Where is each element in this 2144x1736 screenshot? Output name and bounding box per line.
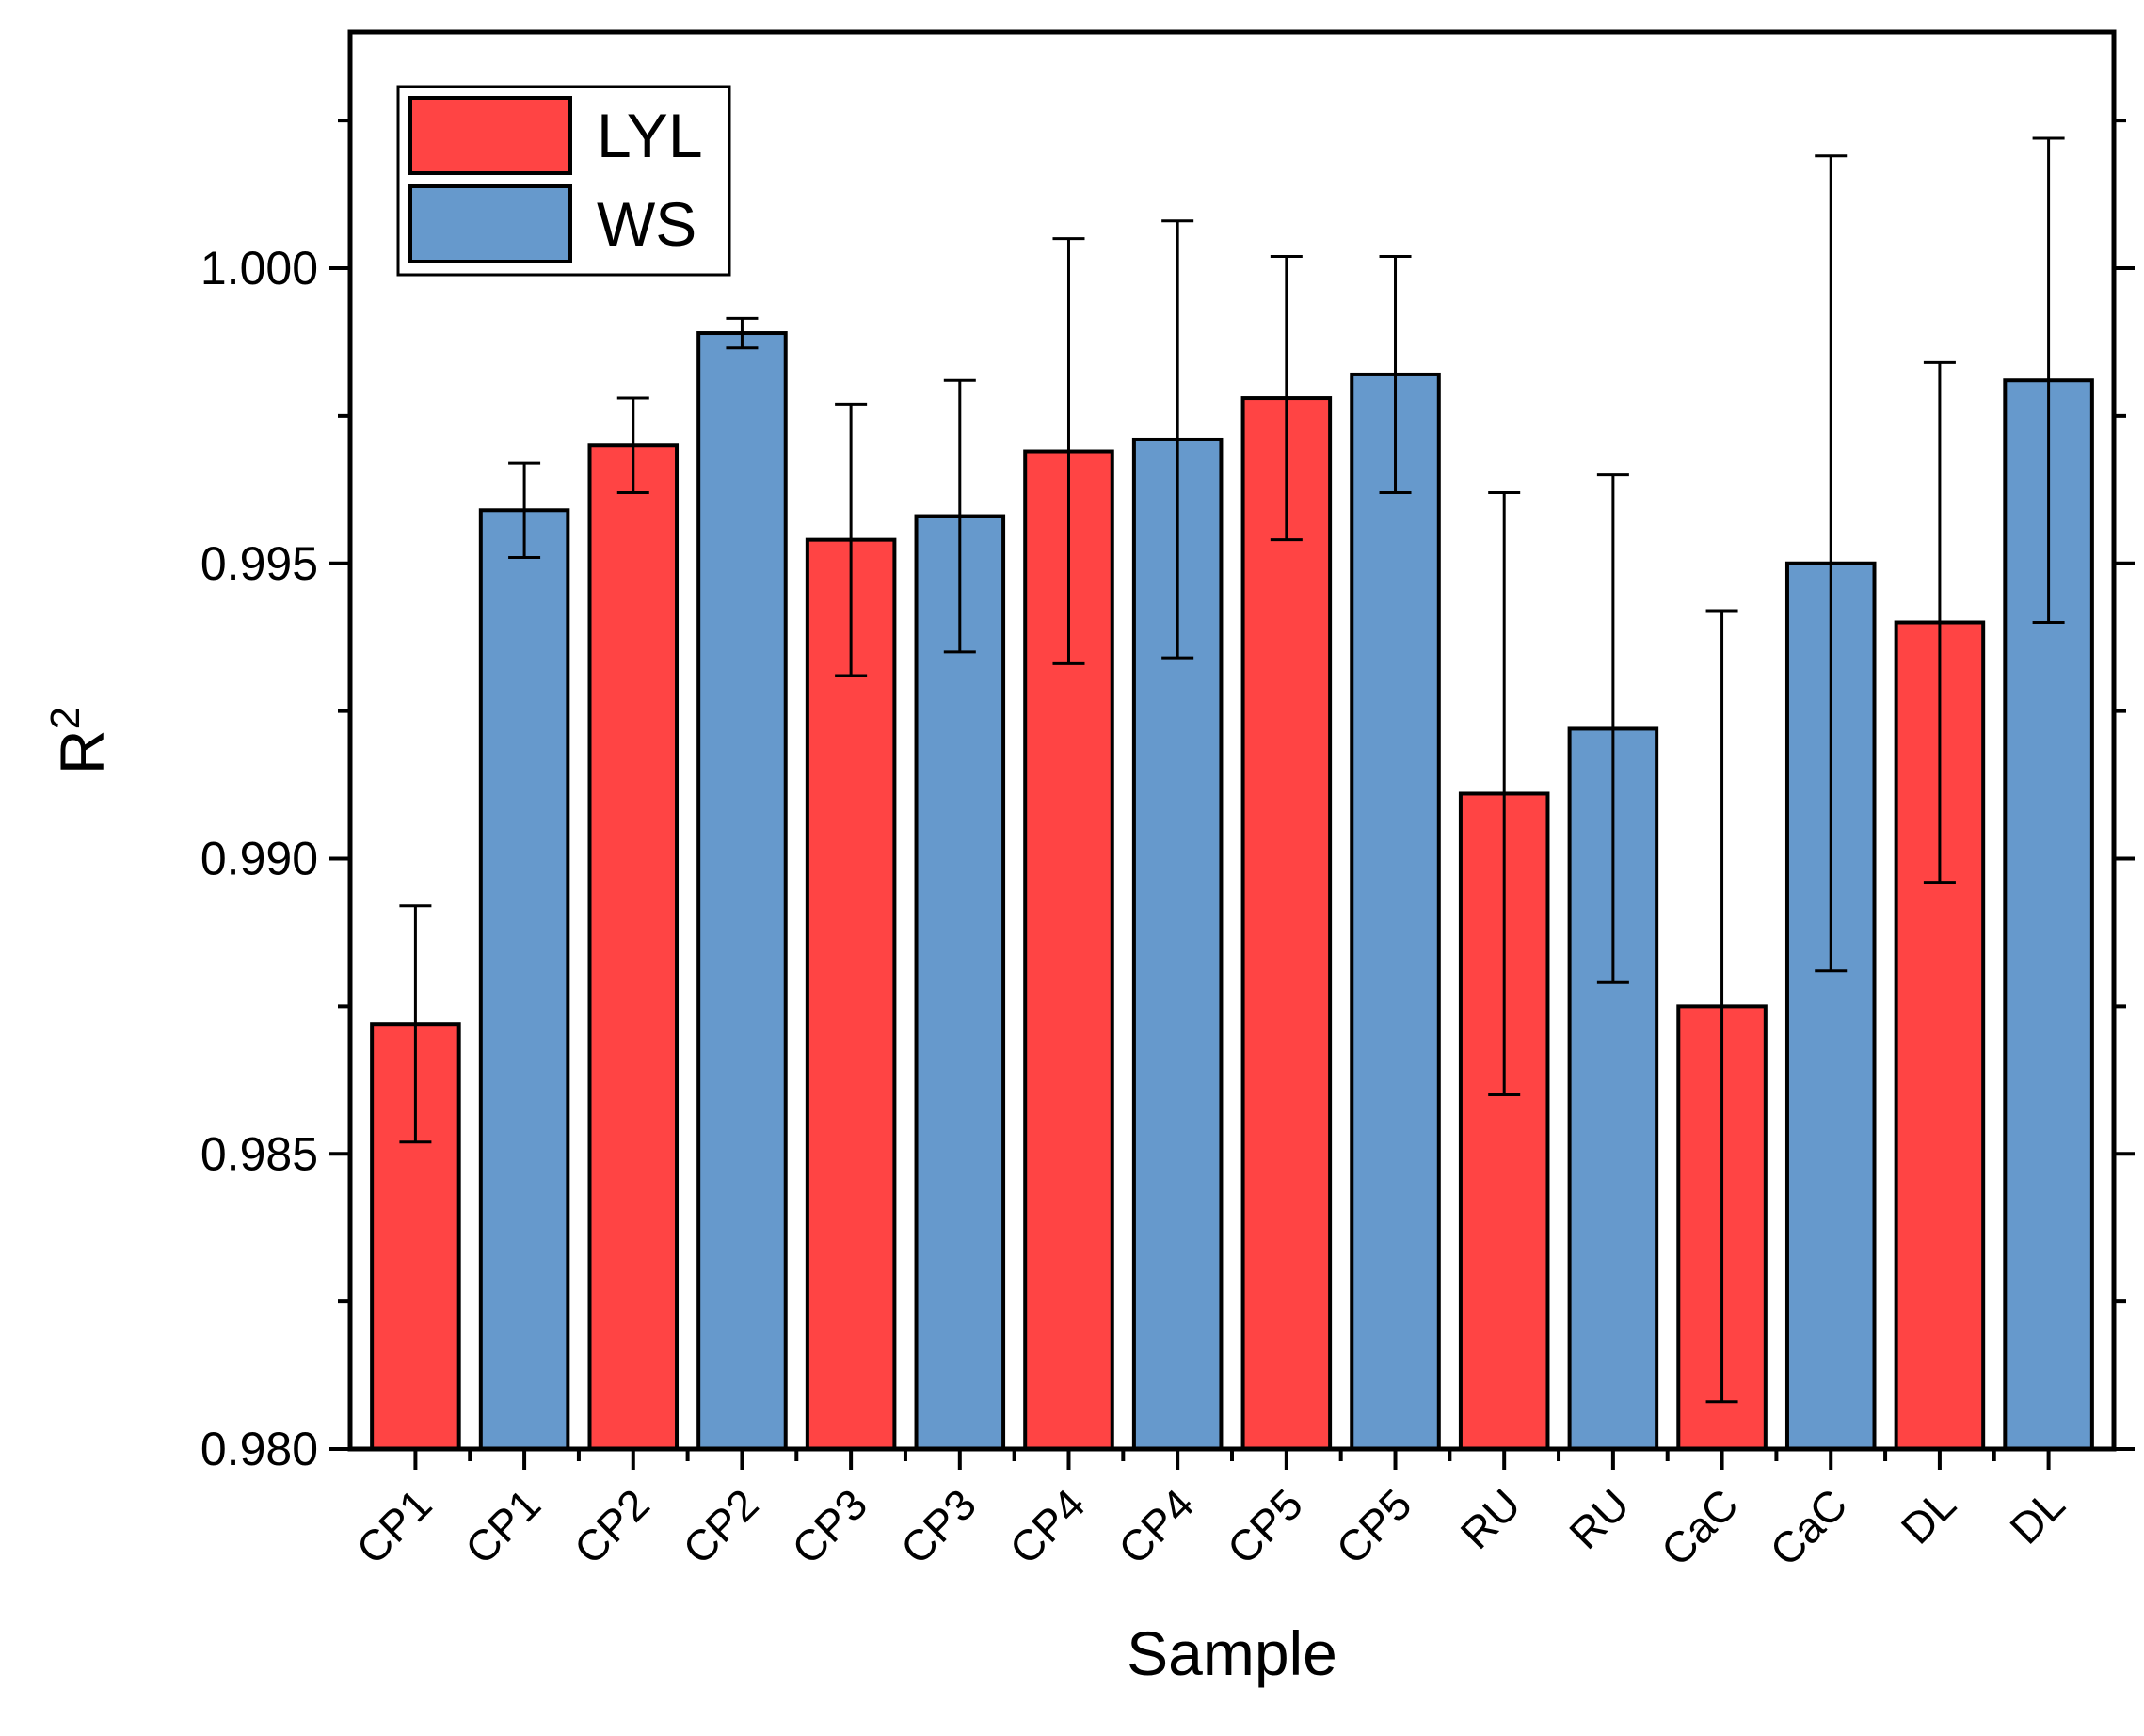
x-tick-label: CP5 [1218,1479,1312,1573]
error-bar-ws-cp4 [1161,219,1194,660]
error-bar-ws-cp3 [943,378,976,654]
x-tick-label: RU [1451,1479,1530,1558]
bar-ws-cp2 [696,331,788,1451]
x-tick-label: DL [2000,1479,2073,1553]
error-bar-ws-cp2 [726,316,759,350]
bar-lyl-cp3 [805,537,897,1451]
x-tick-label: CP4 [1109,1479,1203,1573]
x-tick-label: DL [1892,1479,1965,1553]
error-bar-lyl-cp4 [1052,237,1085,665]
bar-ws-cp3 [914,514,1006,1451]
x-tick-label: CaC [1652,1479,1748,1575]
legend-label-lyl: LYL [597,101,703,170]
y-tick-label: 0.980 [200,1423,318,1475]
x-tick-label: CP1 [346,1479,440,1573]
y-tick-label: 0.985 [200,1127,318,1180]
y-axis-title-base: R [47,729,117,774]
error-bar-lyl-cp5 [1270,254,1303,542]
error-bar-lyl-dl [1923,360,1956,884]
bar-lyl-cp2 [587,443,680,1451]
error-bar-lyl-cp3 [835,402,868,677]
error-bar-ws-cp1 [508,461,541,559]
y-tick-label: 0.990 [200,833,318,885]
error-bar-ws-dl [2032,136,2065,624]
bar-ws-cp4 [1131,437,1224,1452]
y-tick-label: 1.000 [200,242,318,295]
y-axis: 0.980 0.985 0.990 0.995 1.000 [200,119,2135,1475]
bar-ws-cp1 [478,508,570,1451]
x-tick-label: CP3 [891,1479,985,1573]
bars-layer [370,331,2094,1452]
error-bar-ws-cp5 [1379,254,1412,494]
error-bars-layer [399,136,2065,1404]
legend-label-ws: WS [597,189,696,259]
x-tick-label: RU [1560,1479,1639,1558]
bar-lyl-cp5 [1240,396,1333,1451]
error-bar-lyl-cp2 [616,396,649,494]
x-tick-label: CP3 [782,1479,876,1573]
legend: LYL WS [396,85,731,277]
x-tick-label: CP5 [1327,1479,1421,1573]
x-axis-title: Sample [1127,1618,1337,1688]
error-bar-ws-cac [1815,154,1848,973]
x-tick-label: CP2 [565,1479,659,1573]
legend-swatch-ws [408,184,572,263]
y-axis-title-superscript: 2 [42,707,88,729]
legend-swatch-lyl [408,96,572,175]
error-bar-lyl-ru [1488,490,1521,1096]
y-tick-label: 0.995 [200,537,318,590]
y-axis-title: R2 [42,707,117,774]
x-tick-label: CaC [1760,1479,1856,1575]
x-tick-label: CP2 [673,1479,767,1573]
error-bar-ws-ru [1596,473,1629,984]
x-axis: CP1 CP1 CP2 CP2 CP3 CP3 CP4 CP4 CP5 CP5 RU RU CaC CaC… [346,1449,2074,1575]
x-tick-label: CP1 [456,1479,550,1573]
error-bar-lyl-cac [1705,609,1738,1404]
error-bar-lyl-cp1 [399,904,432,1144]
x-tick-label: CP4 [1000,1479,1095,1573]
bar-ws-cp5 [1350,372,1441,1452]
